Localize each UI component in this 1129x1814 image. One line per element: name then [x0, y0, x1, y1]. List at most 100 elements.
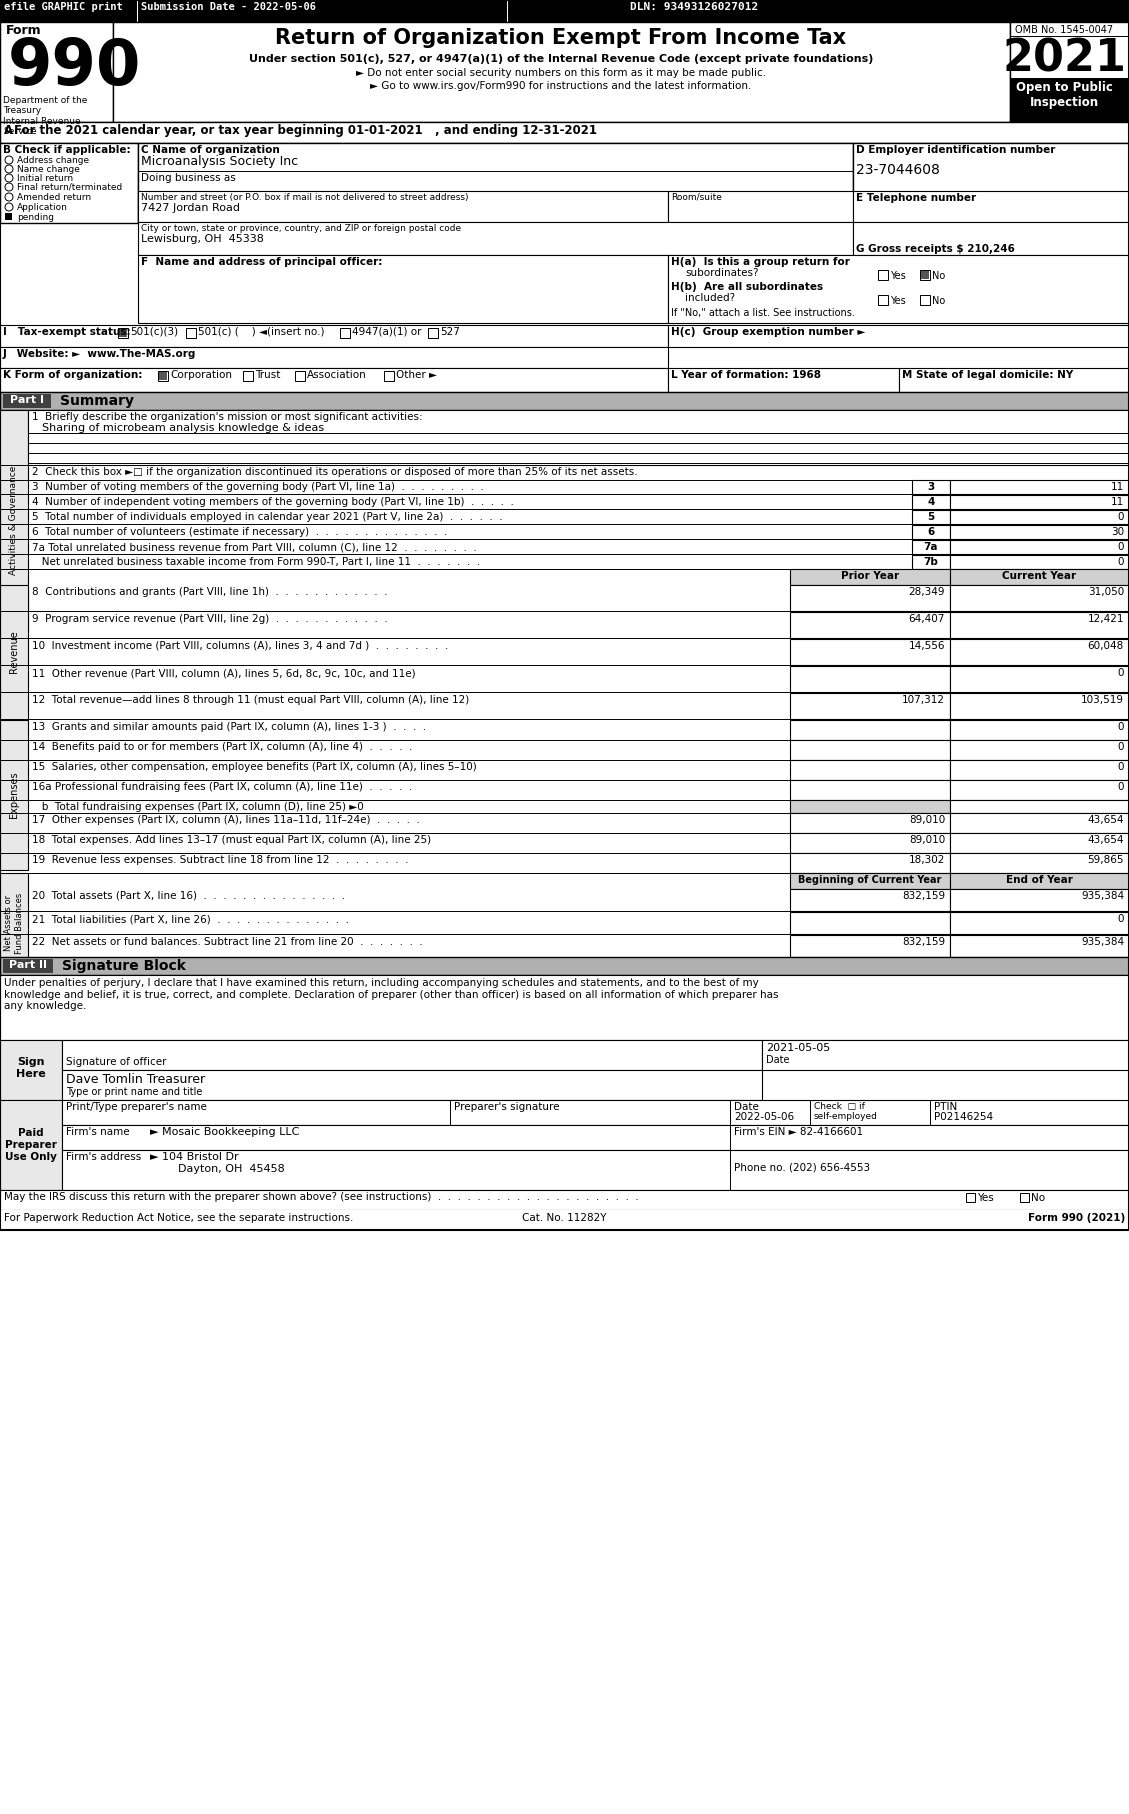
Text: Part I: Part I	[10, 395, 44, 405]
Text: Yes: Yes	[890, 296, 905, 307]
Bar	[899, 368, 1129, 392]
Text: 1  Briefly describe the organization's mission or most significant activities:: 1 Briefly describe the organization's mi…	[32, 412, 422, 423]
Bar	[790, 611, 949, 639]
Text: 9  Program service revenue (Part VIII, line 2g)  .  .  .  .  .  .  .  .  .  .  .: 9 Program service revenue (Part VIII, li…	[32, 613, 387, 624]
Bar	[920, 270, 930, 279]
Bar	[854, 190, 1129, 221]
Bar	[668, 190, 854, 221]
Text: 8  Contributions and grants (Part VIII, line 1h)  .  .  .  .  .  .  .  .  .  .  : 8 Contributions and grants (Part VIII, l…	[32, 588, 387, 597]
Text: Return of Organization Exempt From Income Tax: Return of Organization Exempt From Incom…	[275, 27, 847, 47]
Bar	[186, 328, 196, 337]
Text: H(c)  Group exemption number ►: H(c) Group exemption number ►	[671, 327, 865, 337]
Text: May the IRS discuss this return with the preparer shown above? (see instructions: May the IRS discuss this return with the…	[5, 1192, 639, 1203]
Text: 0: 0	[1118, 782, 1124, 793]
Text: subordinates?: subordinates?	[685, 268, 759, 278]
Text: Other ►: Other ►	[396, 370, 437, 379]
Bar	[912, 555, 949, 570]
Text: Date: Date	[765, 1056, 789, 1065]
Bar	[3, 960, 53, 972]
Bar	[0, 873, 28, 972]
Bar	[119, 328, 128, 337]
Text: Microanalysis Society Inc: Microanalysis Society Inc	[141, 154, 298, 169]
Text: included?: included?	[685, 294, 735, 303]
Bar	[138, 143, 854, 223]
Text: Summary: Summary	[60, 394, 134, 408]
Text: Type or print name and title: Type or print name and title	[65, 1087, 202, 1097]
Text: 28,349: 28,349	[909, 588, 945, 597]
Text: 43,654: 43,654	[1087, 834, 1124, 845]
Text: 60,048: 60,048	[1087, 640, 1124, 651]
Text: Activities & Governance: Activities & Governance	[9, 466, 18, 575]
Bar	[0, 1039, 62, 1099]
Text: I   Tax-exempt status:: I Tax-exempt status:	[3, 327, 131, 337]
Bar	[949, 693, 1129, 718]
Text: 20  Total assets (Part X, line 16)  .  .  .  .  .  .  .  .  .  .  .  .  .  .  .: 20 Total assets (Part X, line 16) . . . …	[32, 891, 345, 902]
Bar	[0, 958, 1129, 974]
Bar	[0, 1210, 1129, 1230]
Text: Expenses: Expenses	[9, 771, 19, 818]
Text: E Telephone number: E Telephone number	[856, 192, 977, 203]
Text: Amended return: Amended return	[17, 192, 91, 201]
Text: 501(c)(3): 501(c)(3)	[130, 327, 178, 337]
Bar	[949, 555, 1129, 570]
Text: Phone no. (202) 656-4553: Phone no. (202) 656-4553	[734, 1163, 870, 1172]
Bar	[0, 1099, 62, 1190]
Bar	[0, 143, 138, 223]
Bar	[0, 1190, 1129, 1210]
Text: 6  Total number of volunteers (estimate if necessary)  .  .  .  .  .  .  .  .  .: 6 Total number of volunteers (estimate i…	[32, 528, 447, 537]
Bar	[854, 221, 1129, 256]
Text: Corporation: Corporation	[170, 370, 231, 379]
Text: Final return/terminated: Final return/terminated	[17, 183, 122, 192]
Text: efile GRAPHIC print: efile GRAPHIC print	[5, 2, 123, 13]
Text: Firm's name: Firm's name	[65, 1126, 130, 1137]
Text: 6: 6	[927, 528, 935, 537]
Text: M State of legal domicile: NY: M State of legal domicile: NY	[902, 370, 1074, 379]
Text: 0: 0	[1118, 557, 1124, 568]
Text: ► Go to www.irs.gov/Form990 for instructions and the latest information.: ► Go to www.irs.gov/Form990 for instruct…	[370, 82, 752, 91]
Text: 3  Number of voting members of the governing body (Part VI, line 1a)  .  .  .  .: 3 Number of voting members of the govern…	[32, 483, 484, 492]
Text: Room/suite: Room/suite	[671, 192, 721, 201]
Text: 30: 30	[1111, 528, 1124, 537]
Bar	[158, 372, 168, 381]
Bar	[790, 693, 949, 718]
Bar	[1010, 78, 1129, 122]
Bar	[790, 780, 949, 800]
Text: 7a Total unrelated business revenue from Part VIII, column (C), line 12  .  .  .: 7a Total unrelated business revenue from…	[32, 542, 476, 551]
Bar	[0, 0, 137, 22]
Bar	[790, 639, 949, 666]
Text: PTIN: PTIN	[934, 1101, 957, 1112]
Text: 5: 5	[927, 512, 935, 522]
Bar	[0, 0, 1129, 22]
Bar	[0, 720, 28, 871]
Text: 14,556: 14,556	[909, 640, 945, 651]
Bar	[912, 524, 949, 539]
Text: 43,654: 43,654	[1087, 814, 1124, 825]
Text: K Form of organization:: K Form of organization:	[3, 370, 142, 379]
Bar	[878, 270, 889, 279]
Bar	[5, 212, 12, 219]
Text: 2  Check this box ►□ if the organization discontinued its operations or disposed: 2 Check this box ►□ if the organization …	[32, 466, 638, 477]
Bar	[428, 328, 438, 337]
Text: Check  □ if
self-employed: Check □ if self-employed	[814, 1101, 878, 1121]
Text: 832,159: 832,159	[902, 938, 945, 947]
Text: 527: 527	[440, 327, 460, 337]
Text: L Year of formation: 1968: L Year of formation: 1968	[671, 370, 821, 379]
Text: G Gross receipts $ 210,246: G Gross receipts $ 210,246	[856, 245, 1015, 254]
Text: 832,159: 832,159	[902, 891, 945, 902]
Text: 4: 4	[927, 497, 935, 506]
Bar	[295, 372, 305, 381]
Bar	[949, 740, 1129, 760]
Text: Part II: Part II	[9, 960, 47, 970]
Text: 0: 0	[1118, 668, 1124, 678]
Text: Form 990 (2021): Form 990 (2021)	[1027, 1214, 1124, 1223]
Text: DLN: 93493126027012: DLN: 93493126027012	[630, 2, 759, 13]
Bar	[949, 720, 1129, 740]
Text: 18  Total expenses. Add lines 13–17 (must equal Part IX, column (A), line 25): 18 Total expenses. Add lines 13–17 (must…	[32, 834, 431, 845]
Text: 4947(a)(1) or: 4947(a)(1) or	[352, 327, 421, 337]
Text: 18,302: 18,302	[909, 854, 945, 865]
Text: Dave Tomlin Treasurer: Dave Tomlin Treasurer	[65, 1074, 205, 1087]
Text: 17  Other expenses (Part IX, column (A), lines 11a–11d, 11f–24e)  .  .  .  .  .: 17 Other expenses (Part IX, column (A), …	[32, 814, 420, 825]
Text: Prior Year: Prior Year	[841, 571, 899, 580]
Bar	[912, 495, 949, 510]
Bar	[0, 410, 28, 629]
